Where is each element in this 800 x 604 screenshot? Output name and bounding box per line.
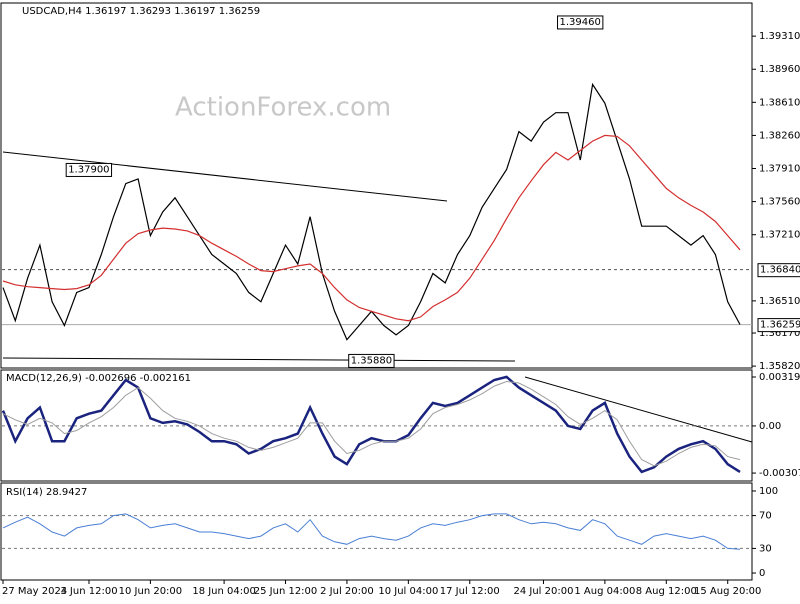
x-tick-label: 1 Aug 04:00 <box>574 586 635 597</box>
annotation-box <box>348 353 395 368</box>
x-tick-label: 15 Aug 20:00 <box>694 586 761 597</box>
annotation: 1.37900 <box>68 164 109 175</box>
x-tick-label: 25 Jun 12:00 <box>254 586 318 597</box>
y-tick-label: 0 <box>759 568 765 579</box>
level-label-box <box>757 318 800 333</box>
rsi-title: RSI(14) 28.9427 <box>6 487 87 498</box>
series-line <box>2 380 741 467</box>
y-tick-label: 1.36170 <box>759 328 800 339</box>
trendline <box>2 151 448 202</box>
y-tick-label: -0.003077 <box>759 468 800 479</box>
y-tick-label: 1.36510 <box>759 296 800 307</box>
y-tick-label: 100 <box>759 486 778 497</box>
y-tick-label: 0.003194 <box>759 372 800 383</box>
y-tick-label: 1.37210 <box>759 230 800 241</box>
level-label-box <box>757 263 800 278</box>
level-label: 1.36840 <box>760 265 800 276</box>
y-tick-label: 1.37560 <box>759 197 800 208</box>
y-tick-label: 30 <box>759 543 772 554</box>
annotation-box <box>557 15 604 30</box>
series-line <box>1 375 741 474</box>
rsi-panel <box>0 482 753 581</box>
chart-title: USDCAD,H4 1.36197 1.36293 1.36197 1.3625… <box>22 6 260 17</box>
price-panel <box>0 2 753 369</box>
series-line <box>2 134 741 322</box>
x-tick-label: 24 Jul 20:00 <box>513 586 573 597</box>
x-tick-label: 17 Jul 12:00 <box>440 586 500 597</box>
x-tick-label: 10 Jul 04:00 <box>378 586 438 597</box>
trendline <box>2 357 516 362</box>
x-tick-label: 3 Jun 12:00 <box>60 586 117 597</box>
y-tick-label: 0.00 <box>759 421 781 432</box>
y-tick-label: 1.39310 <box>759 31 800 42</box>
y-tick-label: 1.38260 <box>759 130 800 141</box>
y-tick-label: 1.38960 <box>759 64 800 75</box>
annotation: 1.35880 <box>351 355 392 366</box>
x-tick-label: 10 Jun 20:00 <box>119 586 183 597</box>
macd-title: MACD(12,26,9) -0.002696 -0.002161 <box>6 373 191 384</box>
x-tick-label: 18 Jun 04:00 <box>192 586 256 597</box>
y-tick-label: 1.37910 <box>759 164 800 175</box>
y-tick-label: 1.38610 <box>759 97 800 108</box>
annotation: 1.39460 <box>560 17 601 28</box>
x-tick-label: 2 Jul 20:00 <box>320 586 374 597</box>
watermark: ActionForex.com <box>175 93 391 123</box>
series-line <box>2 513 741 550</box>
x-tick-label: 27 May 2024 <box>2 586 67 597</box>
y-tick-label: 70 <box>759 511 772 522</box>
level-label: 1.36259 <box>760 320 800 331</box>
y-tick-label: 1.35820 <box>759 361 800 372</box>
trendline <box>524 376 753 443</box>
annotation-box <box>65 162 113 177</box>
x-tick-label: 8 Aug 12:00 <box>636 586 697 597</box>
